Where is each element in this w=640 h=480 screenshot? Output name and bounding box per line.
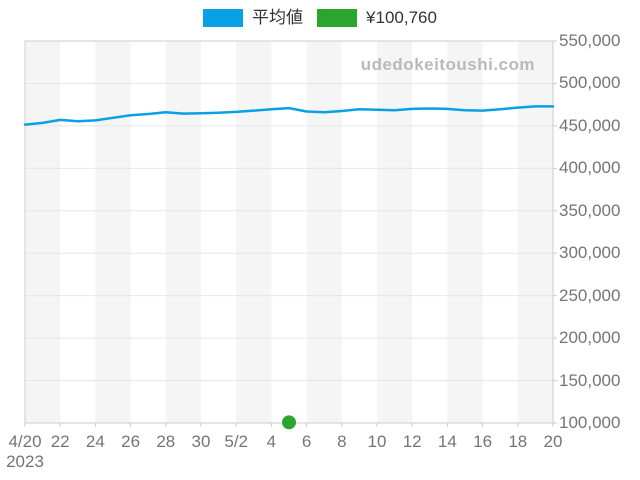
y-axis-tick-label: 500,000: [559, 73, 621, 93]
x-axis-tick-label: 10: [367, 432, 387, 451]
legend-label-sale-price: ¥100,760: [366, 8, 437, 27]
x-axis-tick-label: 22: [50, 432, 70, 451]
sale-price-point: [282, 415, 296, 430]
x-axis-tick-label: 5/2: [224, 432, 249, 451]
background-stripe: [165, 41, 201, 423]
x-axis-tick-label: 4/20: [8, 432, 42, 451]
x-axis-tick-label: 14: [437, 432, 457, 451]
legend-swatch-sale-price: [317, 9, 358, 27]
x-axis-tick-label: 4: [266, 432, 277, 451]
background-stripe: [517, 41, 553, 423]
background-stripe: [95, 41, 131, 423]
x-axis-tick-label: 30: [191, 432, 211, 451]
y-axis-tick-label: 450,000: [559, 115, 621, 135]
x-axis-tick-label: 24: [85, 432, 105, 451]
chart-legend: 平均値 ¥100,760: [0, 8, 640, 28]
x-axis-year-label: 2023: [6, 452, 44, 471]
legend-swatch-average: [203, 9, 244, 27]
background-stripe: [236, 41, 272, 423]
y-axis-tick-label: 400,000: [559, 158, 621, 178]
legend-item-sale-price: ¥100,760: [317, 8, 437, 28]
y-axis-tick-label: 100,000: [559, 413, 621, 432]
x-axis-tick-label: 8: [337, 432, 347, 451]
background-stripe: [447, 41, 483, 423]
x-axis-tick-label: 20: [543, 432, 563, 451]
y-axis-tick-label: 350,000: [559, 200, 621, 220]
watermark: udedokeitoushi.com: [360, 55, 535, 74]
y-axis-tick-label: 550,000: [559, 31, 621, 50]
y-axis-tick-label: 150,000: [559, 370, 621, 390]
y-axis-tick-label: 200,000: [559, 328, 621, 348]
x-axis-tick-label: 16: [473, 432, 493, 451]
x-axis-tick-label: 28: [156, 432, 176, 451]
background-stripe: [25, 41, 61, 423]
x-axis-tick-label: 6: [301, 432, 312, 451]
legend-item-average: 平均値: [203, 8, 303, 28]
x-axis-tick-label: 12: [402, 432, 422, 451]
background-stripe: [377, 41, 413, 423]
background-stripe: [306, 41, 342, 423]
x-axis-tick-label: 18: [508, 432, 528, 451]
y-axis-tick-label: 250,000: [559, 285, 621, 305]
average-price-line: [23, 105, 555, 126]
y-axis-tick-label: 300,000: [559, 243, 621, 263]
legend-label-average: 平均値: [252, 8, 304, 27]
x-axis-tick-label: 26: [121, 432, 141, 451]
